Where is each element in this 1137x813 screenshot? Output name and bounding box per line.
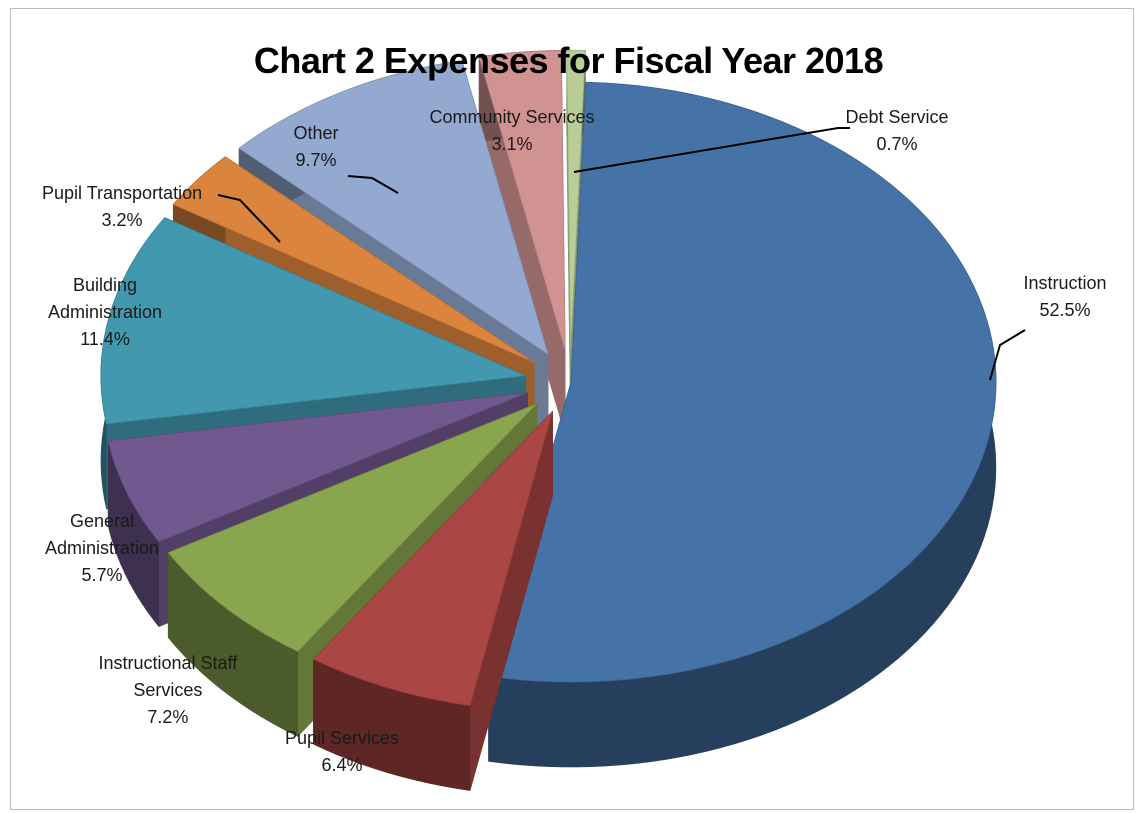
slice-label-instruction: Instruction 52.5%: [1024, 270, 1107, 324]
pie-slice-pupil-services: [312, 410, 554, 791]
slice-label-building-administration: Building Administration 11.4%: [48, 272, 162, 353]
slice-value-label: 5.7%: [81, 565, 123, 585]
slice-label-line: Pupil Services: [285, 728, 400, 748]
slice-value-label: 9.7%: [295, 150, 337, 170]
slice-label-community-services: Community Services 3.1%: [430, 104, 595, 158]
slice-label-line: General: [70, 511, 135, 531]
slice-label-debt-service: Debt Service 0.7%: [846, 104, 949, 158]
slice-value-label: 11.4%: [80, 329, 130, 349]
slice-value-label: 0.7%: [876, 134, 918, 154]
slice-label-line: Instructional Staff: [98, 653, 238, 673]
slice-value-label: 3.1%: [491, 134, 533, 154]
slice-label-line: Other: [293, 123, 339, 143]
leader-line: [989, 329, 1026, 381]
chart-title: Chart 2 Expenses for Fiscal Year 2018: [253, 40, 884, 81]
slice-label-pupil-services: Pupil Services 6.4%: [285, 725, 399, 779]
slice-value-label: 7.2%: [147, 707, 189, 727]
leader-line: [573, 127, 850, 173]
pie-slice-instruction: [488, 81, 997, 768]
slice-label-line: Debt Service: [845, 107, 949, 127]
slice-label-line: Services: [133, 680, 203, 700]
leader-line: [217, 194, 281, 243]
slice-label-line: Pupil Transportation: [42, 183, 203, 203]
slice-label-line: Instruction: [1023, 273, 1107, 293]
slice-label-line: Administration: [48, 302, 163, 322]
slice-value-label: 3.2%: [101, 210, 143, 230]
slice-value-label: 52.5%: [1039, 300, 1091, 320]
slice-label-pupil-transportation: Pupil Transportation 3.2%: [42, 180, 202, 234]
slice-label-general-administration: General Administration 5.7%: [45, 508, 159, 589]
slice-label-line: Administration: [45, 538, 160, 558]
slice-label-other: Other 9.7%: [294, 120, 339, 174]
slice-label-line: Community Services: [429, 107, 595, 127]
chart-frame: [10, 8, 1134, 810]
slice-label-instructional-staff-services: Instructional Staff Services 7.2%: [99, 650, 238, 731]
slice-value-label: 6.4%: [321, 755, 363, 775]
leader-line: [347, 175, 399, 194]
slice-label-line: Building: [73, 275, 138, 295]
